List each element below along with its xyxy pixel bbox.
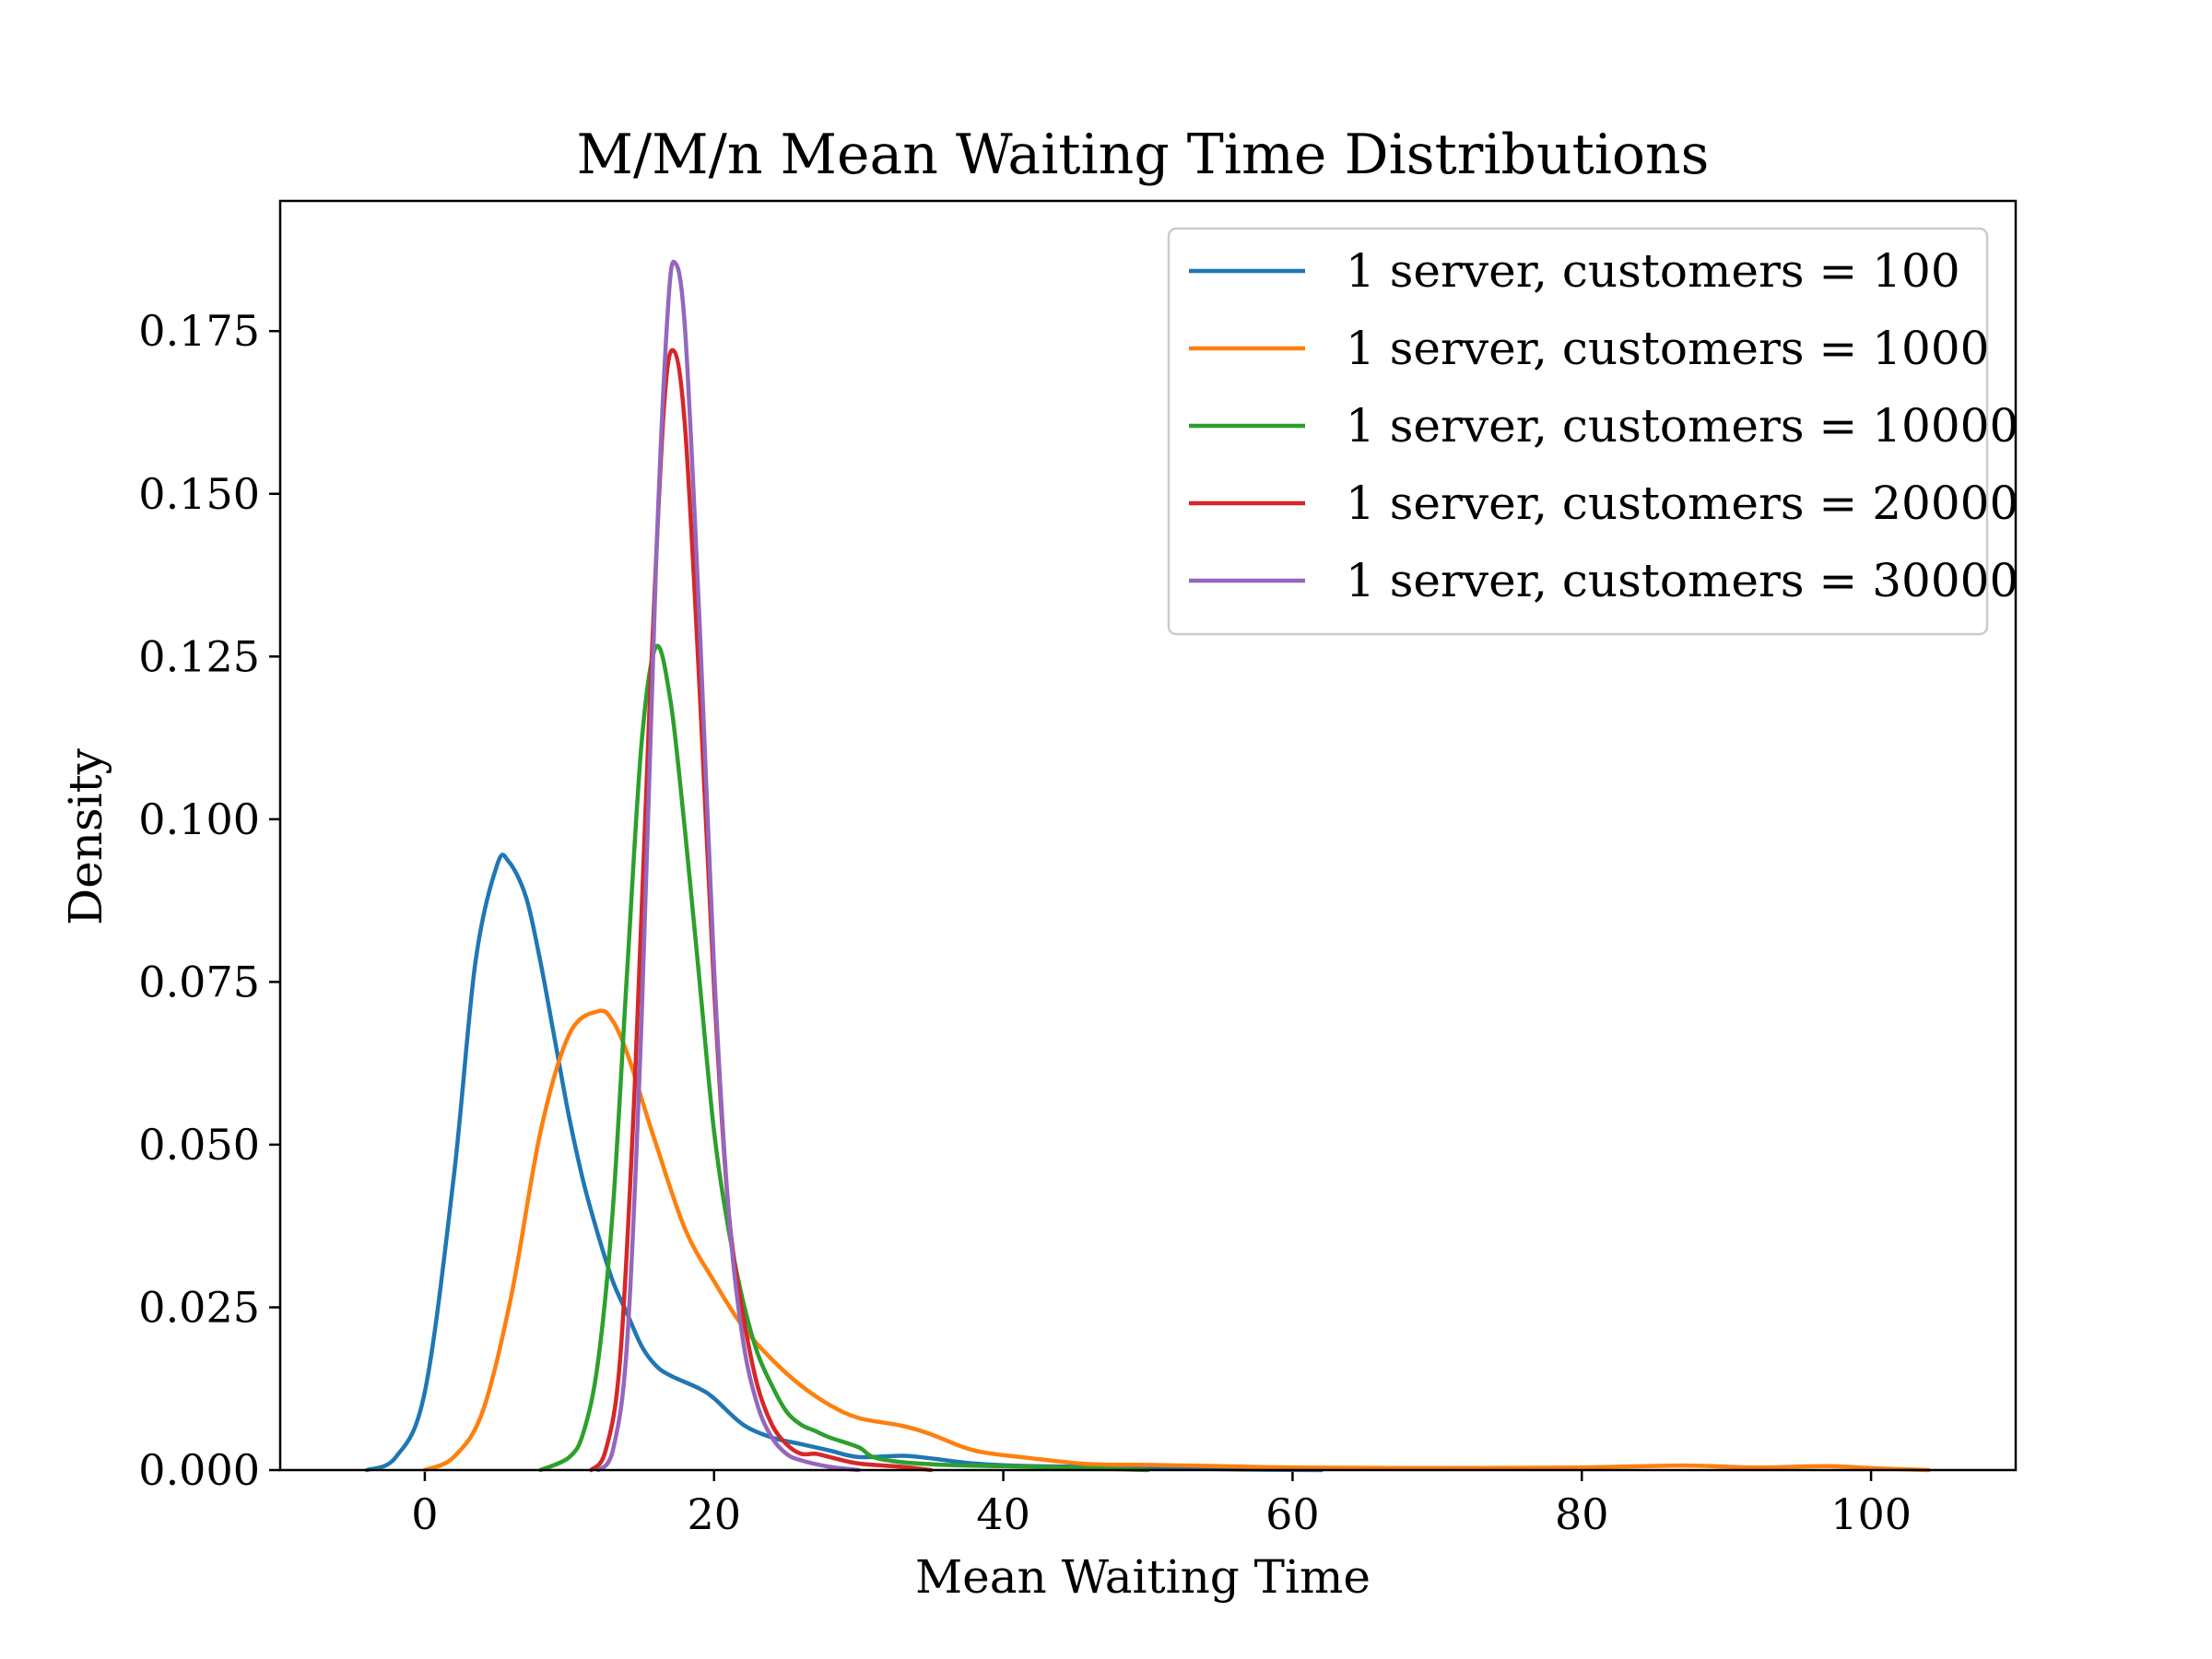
series-line-3 <box>538 643 1150 1473</box>
series-line-5 <box>595 259 861 1473</box>
legend-label: 1 server, customers = 30000 <box>1346 554 2018 607</box>
y-tick-label: 0.100 <box>138 794 260 844</box>
y-tick-label: 0.125 <box>138 631 260 681</box>
y-tick-label: 0.175 <box>138 306 260 356</box>
x-tick-label: 100 <box>1830 1489 1912 1539</box>
y-tick-label: 0.075 <box>138 957 260 1006</box>
x-tick-label: 60 <box>1265 1489 1320 1539</box>
chart-title: M/M/n Mean Waiting Time Distributions <box>577 123 1710 187</box>
y-axis-label: Density <box>59 747 112 925</box>
legend-label: 1 server, customers = 20000 <box>1346 477 2018 530</box>
x-axis-ticks: 0 20 40 60 80 100 <box>411 1470 1912 1539</box>
legend-label: 1 server, customers = 10000 <box>1346 399 2018 453</box>
x-tick-label: 20 <box>687 1489 741 1539</box>
y-tick-label: 0.150 <box>138 469 260 519</box>
plot-series <box>364 259 1932 1473</box>
x-tick-label: 0 <box>411 1489 438 1539</box>
x-tick-label: 40 <box>976 1489 1030 1539</box>
axes-frame <box>278 199 2018 1472</box>
y-tick-label: 0.025 <box>138 1282 260 1332</box>
y-axis-ticks: 0.000 0.025 0.050 0.075 0.100 0.125 0.150 0.175 <box>138 306 280 1495</box>
legend: 1 server, customers = 100 1 server, custo… <box>1167 227 2018 636</box>
x-axis-label: Mean Waiting Time <box>915 1550 1371 1604</box>
x-tick-label: 80 <box>1555 1489 1609 1539</box>
series-line-2 <box>422 1008 1932 1473</box>
legend-label: 1 server, customers = 100 <box>1346 244 1960 298</box>
legend-label: 1 server, customers = 1000 <box>1346 322 1989 375</box>
y-tick-label: 0.050 <box>138 1120 260 1170</box>
y-tick-label: 0.000 <box>138 1445 260 1495</box>
legend-box <box>1167 227 1989 636</box>
series-line-1 <box>364 853 1324 1473</box>
